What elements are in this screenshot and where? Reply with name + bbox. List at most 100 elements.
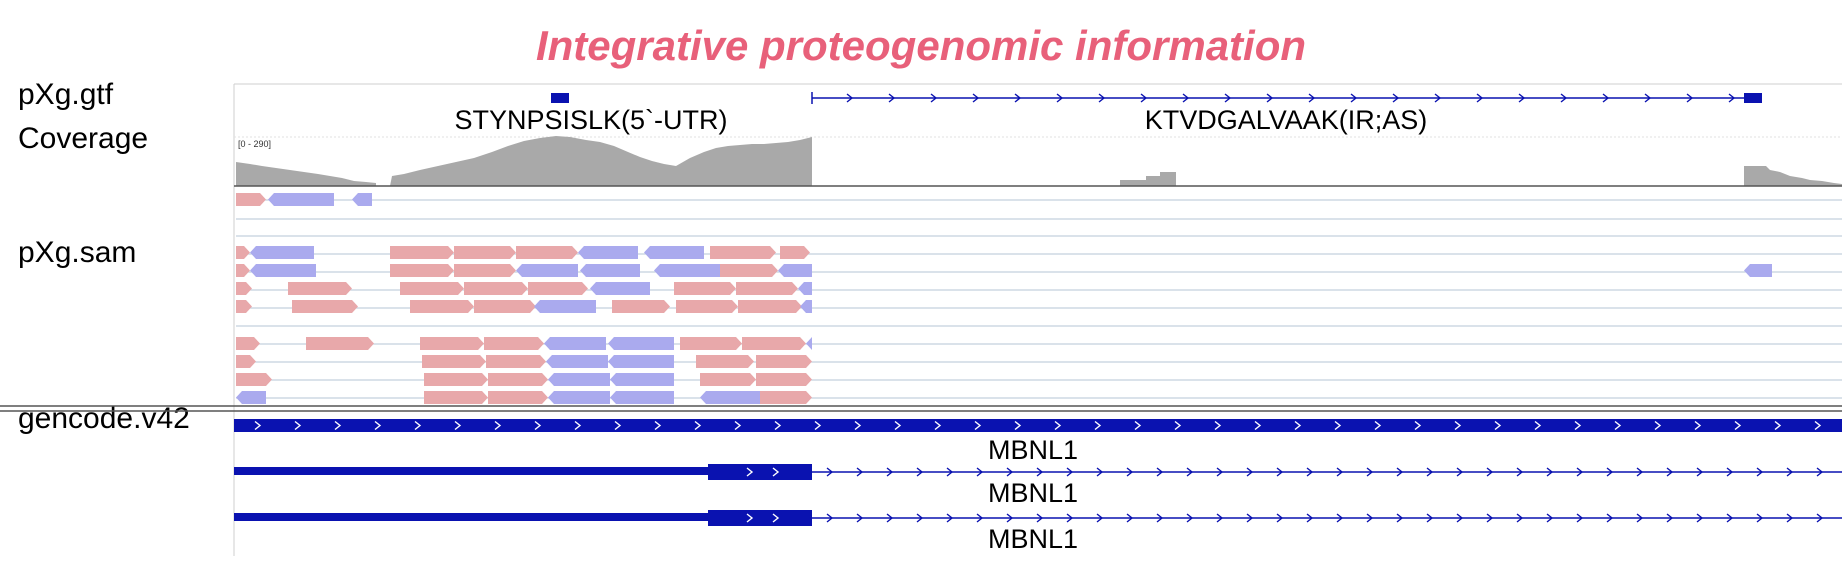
- strand-arrow: [1096, 513, 1104, 523]
- read-forward[interactable]: [236, 355, 256, 368]
- strand-arrow: [254, 420, 262, 431]
- gene-model-3-cds[interactable]: [708, 510, 812, 526]
- read-reverse[interactable]: [548, 373, 610, 386]
- read-forward[interactable]: [410, 300, 474, 313]
- read-forward[interactable]: [306, 337, 374, 350]
- read-forward[interactable]: [756, 355, 812, 368]
- gene-model-2-utr[interactable]: [234, 467, 710, 475]
- gene-model-3-utr[interactable]: [234, 513, 710, 521]
- track-label-gtf[interactable]: pXg.gtf: [18, 78, 114, 111]
- read-forward[interactable]: [464, 282, 528, 295]
- read-reverse[interactable]: [250, 264, 316, 277]
- read-forward[interactable]: [390, 264, 454, 277]
- read-forward[interactable]: [756, 373, 812, 386]
- read-reverse[interactable]: [806, 337, 812, 350]
- gene-model-1-exon[interactable]: [234, 419, 1842, 432]
- strand-arrow: [746, 467, 754, 477]
- read-forward[interactable]: [424, 391, 488, 404]
- track-label-sam[interactable]: pXg.sam: [18, 236, 137, 269]
- read-forward[interactable]: [700, 373, 756, 386]
- read-forward[interactable]: [680, 337, 742, 350]
- gene-label-2: MBNL1: [988, 478, 1078, 508]
- strand-arrow: [976, 467, 984, 477]
- strand-arrow: [1774, 420, 1782, 431]
- read-reverse[interactable]: [546, 355, 608, 368]
- read-forward[interactable]: [236, 246, 250, 259]
- read-forward[interactable]: [454, 264, 516, 277]
- read-reverse[interactable]: [654, 264, 720, 277]
- strand-arrow: [1786, 513, 1794, 523]
- read-forward[interactable]: [720, 264, 778, 277]
- read-reverse[interactable]: [352, 193, 372, 206]
- read-forward[interactable]: [422, 355, 486, 368]
- read-forward[interactable]: [780, 246, 810, 259]
- strand-arrow: [1336, 513, 1344, 523]
- read-forward[interactable]: [742, 337, 806, 350]
- read-reverse[interactable]: [544, 337, 606, 350]
- read-forward[interactable]: [454, 246, 516, 259]
- read-forward[interactable]: [420, 337, 484, 350]
- read-forward[interactable]: [736, 282, 798, 295]
- read-reverse[interactable]: [610, 391, 674, 404]
- read-forward[interactable]: [612, 300, 670, 313]
- track-label-coverage[interactable]: Coverage: [18, 122, 149, 155]
- strand-arrow: [1426, 513, 1434, 523]
- strand-arrow: [1224, 93, 1232, 103]
- track-label-gencode[interactable]: gencode.v42: [18, 402, 190, 435]
- strand-arrow: [1066, 513, 1074, 523]
- read-forward[interactable]: [236, 337, 260, 350]
- peptide-feature-utr[interactable]: [551, 93, 569, 103]
- read-forward[interactable]: [676, 300, 738, 313]
- read-forward[interactable]: [674, 282, 736, 295]
- gene-model-2-cds[interactable]: [708, 464, 812, 480]
- read-forward[interactable]: [710, 246, 776, 259]
- read-forward[interactable]: [400, 282, 464, 295]
- read-reverse[interactable]: [608, 355, 674, 368]
- strand-arrow: [1094, 420, 1102, 431]
- read-reverse[interactable]: [580, 264, 640, 277]
- strand-arrow: [894, 420, 902, 431]
- read-reverse[interactable]: [800, 300, 812, 313]
- read-reverse[interactable]: [798, 282, 812, 295]
- read-forward[interactable]: [486, 355, 546, 368]
- read-forward[interactable]: [424, 373, 488, 386]
- read-reverse[interactable]: [268, 193, 334, 206]
- gtf-strand-arrows: [846, 93, 1736, 103]
- read-reverse[interactable]: [548, 391, 610, 404]
- read-forward[interactable]: [516, 246, 578, 259]
- read-forward[interactable]: [390, 246, 454, 259]
- strand-arrow: [1602, 93, 1610, 103]
- read-reverse[interactable]: [578, 246, 638, 259]
- read-reverse[interactable]: [236, 391, 266, 404]
- strand-arrow: [946, 467, 954, 477]
- read-reverse[interactable]: [700, 391, 760, 404]
- read-reverse[interactable]: [608, 337, 674, 350]
- figure-title: Integrative proteogenomic information: [535, 22, 1307, 69]
- read-forward[interactable]: [528, 282, 588, 295]
- read-forward[interactable]: [236, 264, 250, 277]
- read-forward[interactable]: [738, 300, 802, 313]
- read-forward[interactable]: [488, 373, 548, 386]
- read-forward[interactable]: [696, 355, 754, 368]
- peptide-feature-ir[interactable]: [1744, 93, 1762, 103]
- strand-arrow: [888, 93, 896, 103]
- read-reverse[interactable]: [610, 373, 674, 386]
- read-forward[interactable]: [236, 373, 272, 386]
- read-forward[interactable]: [488, 391, 548, 404]
- read-forward[interactable]: [288, 282, 352, 295]
- read-forward[interactable]: [474, 300, 536, 313]
- read-forward[interactable]: [236, 193, 266, 206]
- read-reverse[interactable]: [1744, 264, 1772, 277]
- read-forward[interactable]: [236, 282, 252, 295]
- read-forward[interactable]: [484, 337, 544, 350]
- read-reverse[interactable]: [250, 246, 314, 259]
- peptide-label-utr: STYNPSISLK(5`-UTR): [454, 105, 727, 135]
- read-forward[interactable]: [760, 391, 812, 404]
- read-reverse[interactable]: [778, 264, 812, 277]
- read-reverse[interactable]: [516, 264, 578, 277]
- read-reverse[interactable]: [644, 246, 704, 259]
- read-forward[interactable]: [292, 300, 358, 313]
- read-reverse[interactable]: [590, 282, 650, 295]
- read-reverse[interactable]: [534, 300, 596, 313]
- read-forward[interactable]: [236, 300, 252, 313]
